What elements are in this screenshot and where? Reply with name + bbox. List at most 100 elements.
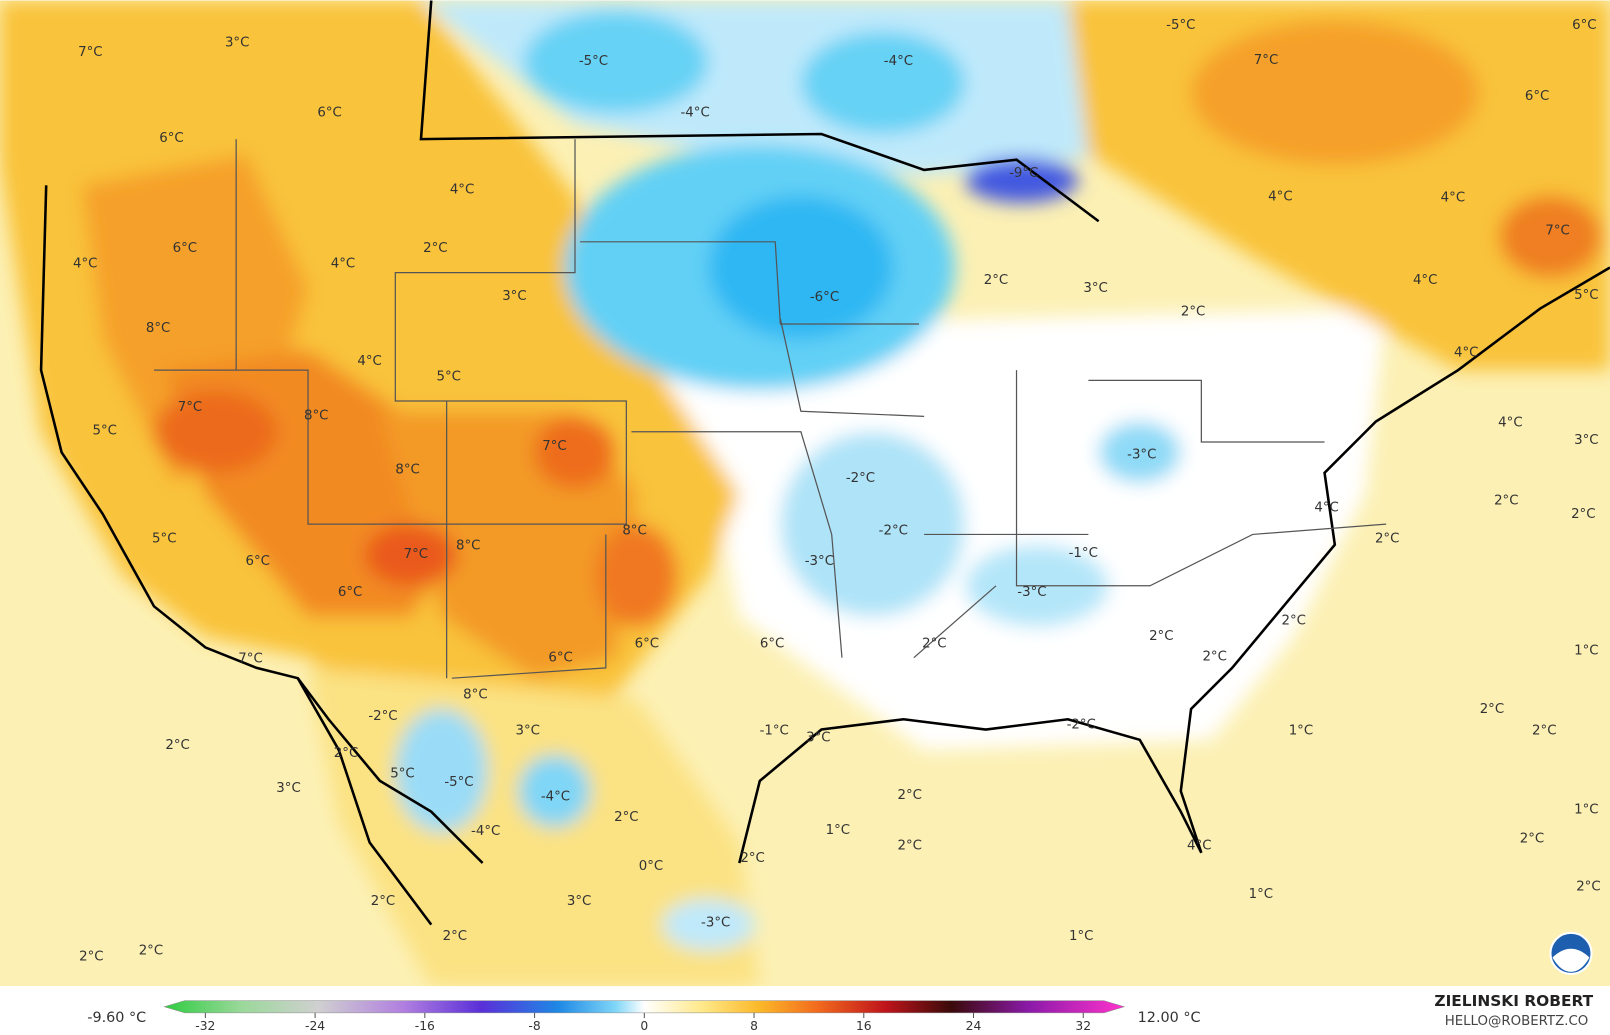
temperature-label: 2°C <box>1149 629 1173 644</box>
colorbar-min-label: -9.60 °C <box>87 1010 146 1026</box>
temperature-label: 3°C <box>225 36 249 51</box>
temperature-label: -5°C <box>444 775 473 790</box>
colorbar-tick-label: -24 <box>305 1019 325 1033</box>
temperature-label: -9°C <box>1009 166 1038 181</box>
temperature-label: -2°C <box>1067 717 1096 732</box>
temperature-label: 2°C <box>1571 507 1595 522</box>
temperature-label: 7°C <box>404 547 428 562</box>
temperature-label: 6°C <box>317 105 341 120</box>
temperature-label: -2°C <box>879 523 908 538</box>
colorbar-tick-label: -8 <box>528 1019 540 1033</box>
temperature-label: 2°C <box>1494 494 1518 509</box>
temperature-label: 2°C <box>1181 305 1205 320</box>
temperature-label: 3°C <box>806 731 830 746</box>
temperature-label: 4°C <box>357 354 381 369</box>
temperature-label: 2°C <box>922 636 946 651</box>
temperature-label: 2°C <box>423 241 447 256</box>
temperature-label: 4°C <box>450 182 474 197</box>
temperature-label: -5°C <box>1166 18 1195 33</box>
temperature-label: 3°C <box>1574 433 1598 448</box>
temperature-label: 5°C <box>1574 288 1598 303</box>
temperature-label: 2°C <box>1520 831 1544 846</box>
temperature-label: 5°C <box>152 532 176 547</box>
temperature-label: -3°C <box>701 916 730 931</box>
temperature-label: 8°C <box>146 321 170 336</box>
temperature-label: 4°C <box>73 256 97 271</box>
temperature-label: 2°C <box>139 943 163 958</box>
temperature-label: 8°C <box>304 408 328 423</box>
temperature-label: 6°C <box>760 636 784 651</box>
temperature-label: 8°C <box>622 523 646 538</box>
temperature-label: -1°C <box>1069 546 1098 561</box>
email: HELLO@ROBERTZ.CO <box>1445 1014 1589 1029</box>
temperature-label: 6°C <box>548 651 572 666</box>
temperature-label: 1°C <box>1069 929 1093 944</box>
temperature-label: 4°C <box>1454 346 1478 361</box>
temperature-label: 2°C <box>443 929 467 944</box>
colorbar-ticks: -32 -24 -16 -8 0 8 16 24 32 <box>195 1012 1091 1033</box>
temperature-label: -1°C <box>760 724 789 739</box>
temperature-label: 2°C <box>984 273 1008 288</box>
temperature-label: 2°C <box>614 810 638 825</box>
temperature-label: 6°C <box>173 241 197 256</box>
colorbar-tick-label: 0 <box>640 1019 648 1033</box>
temperature-label: 4°C <box>1314 501 1338 516</box>
colorbar-tick-label: -16 <box>415 1019 435 1033</box>
temperature-label: 2°C <box>1202 650 1226 665</box>
temperature-label: -5°C <box>579 54 608 69</box>
coastline <box>39 0 1610 926</box>
temperature-label: 2°C <box>898 788 922 803</box>
temperature-label: -4°C <box>681 105 710 120</box>
temperature-label: 7°C <box>238 652 262 667</box>
temperature-label: 4°C <box>1498 416 1522 431</box>
temperature-label: 3°C <box>516 724 540 739</box>
temperature-label: 6°C <box>635 636 659 651</box>
temperature-label: 1°C <box>1574 643 1598 658</box>
temperature-label: -3°C <box>1127 447 1156 462</box>
temperature-label: 5°C <box>93 424 117 439</box>
temperature-label: -3°C <box>805 554 834 569</box>
temperature-labels: 7°C 3°C 6°C 6°C -5°C -4°C -4°C -5°C 7°C 6°C 6°C -9°… <box>73 18 1601 964</box>
colorbar-max-label: 12.00 °C <box>1138 1010 1201 1026</box>
temperature-label: 3°C <box>276 781 300 796</box>
temperature-label: -6°C <box>810 290 839 305</box>
temperature-label: 2°C <box>1375 532 1399 547</box>
temperature-label: -2°C <box>846 471 875 486</box>
temperature-label: 2°C <box>79 949 103 964</box>
temperature-label: 0°C <box>639 859 663 874</box>
temperature-label: 7°C <box>1254 53 1278 68</box>
temperature-label: 1°C <box>1249 887 1273 902</box>
temperature-label: 4°C <box>1413 273 1437 288</box>
temperature-label: 6°C <box>338 585 362 600</box>
state-borders <box>154 139 1387 679</box>
temperature-label: 4°C <box>331 256 355 271</box>
temperature-label: 5°C <box>436 369 460 384</box>
temperature-label: 7°C <box>1545 224 1569 239</box>
colorbar-tick-label: -32 <box>195 1019 215 1033</box>
temperature-label: -3°C <box>1017 585 1046 600</box>
temperature-label: 1°C <box>826 823 850 838</box>
temperature-label: 2°C <box>334 746 358 761</box>
temperature-label: 8°C <box>395 463 419 478</box>
temperature-label: 1°C <box>1574 803 1598 818</box>
temperature-label: 2°C <box>371 894 395 909</box>
temperature-label: 8°C <box>463 688 487 703</box>
temperature-label: 5°C <box>390 767 414 782</box>
colorbar-tick-label: 16 <box>856 1019 872 1033</box>
temperature-label: 3°C <box>567 894 591 909</box>
temperature-label: 3°C <box>502 289 526 304</box>
noaa-logo <box>1549 931 1593 975</box>
temperature-label: 2°C <box>740 851 764 866</box>
temperature-label: -2°C <box>368 709 397 724</box>
colorbar-tick-label: 24 <box>966 1019 982 1033</box>
temperature-label: -4°C <box>471 824 500 839</box>
temperature-label: 6°C <box>245 554 269 569</box>
temperature-label: 2°C <box>1576 880 1600 895</box>
temperature-label: 6°C <box>1525 89 1549 104</box>
temperature-label: 2°C <box>1480 702 1504 717</box>
temperature-label: 4°C <box>1441 191 1465 206</box>
temperature-label: 3°C <box>1083 281 1107 296</box>
map-field <box>0 0 1610 987</box>
